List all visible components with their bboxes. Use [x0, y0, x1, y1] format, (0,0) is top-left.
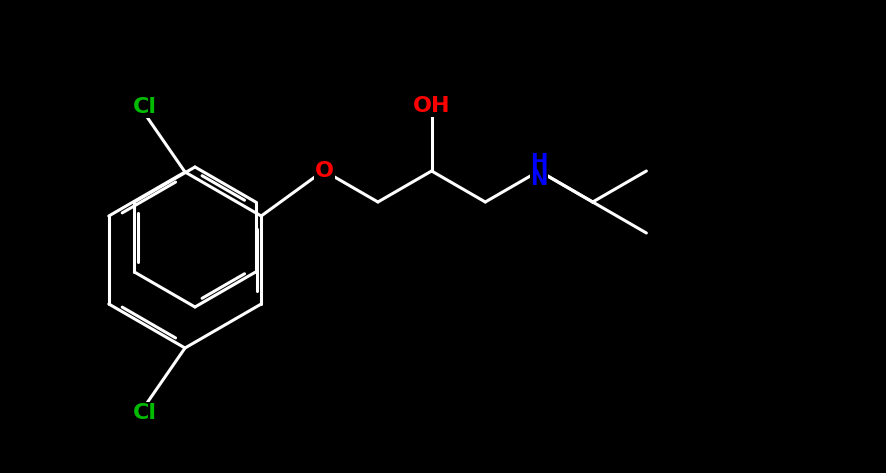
Text: H: H — [531, 153, 548, 173]
Text: O: O — [315, 161, 334, 181]
Text: N: N — [531, 169, 548, 189]
Text: OH: OH — [413, 96, 450, 116]
Text: Cl: Cl — [133, 97, 157, 117]
Text: Cl: Cl — [133, 403, 157, 423]
